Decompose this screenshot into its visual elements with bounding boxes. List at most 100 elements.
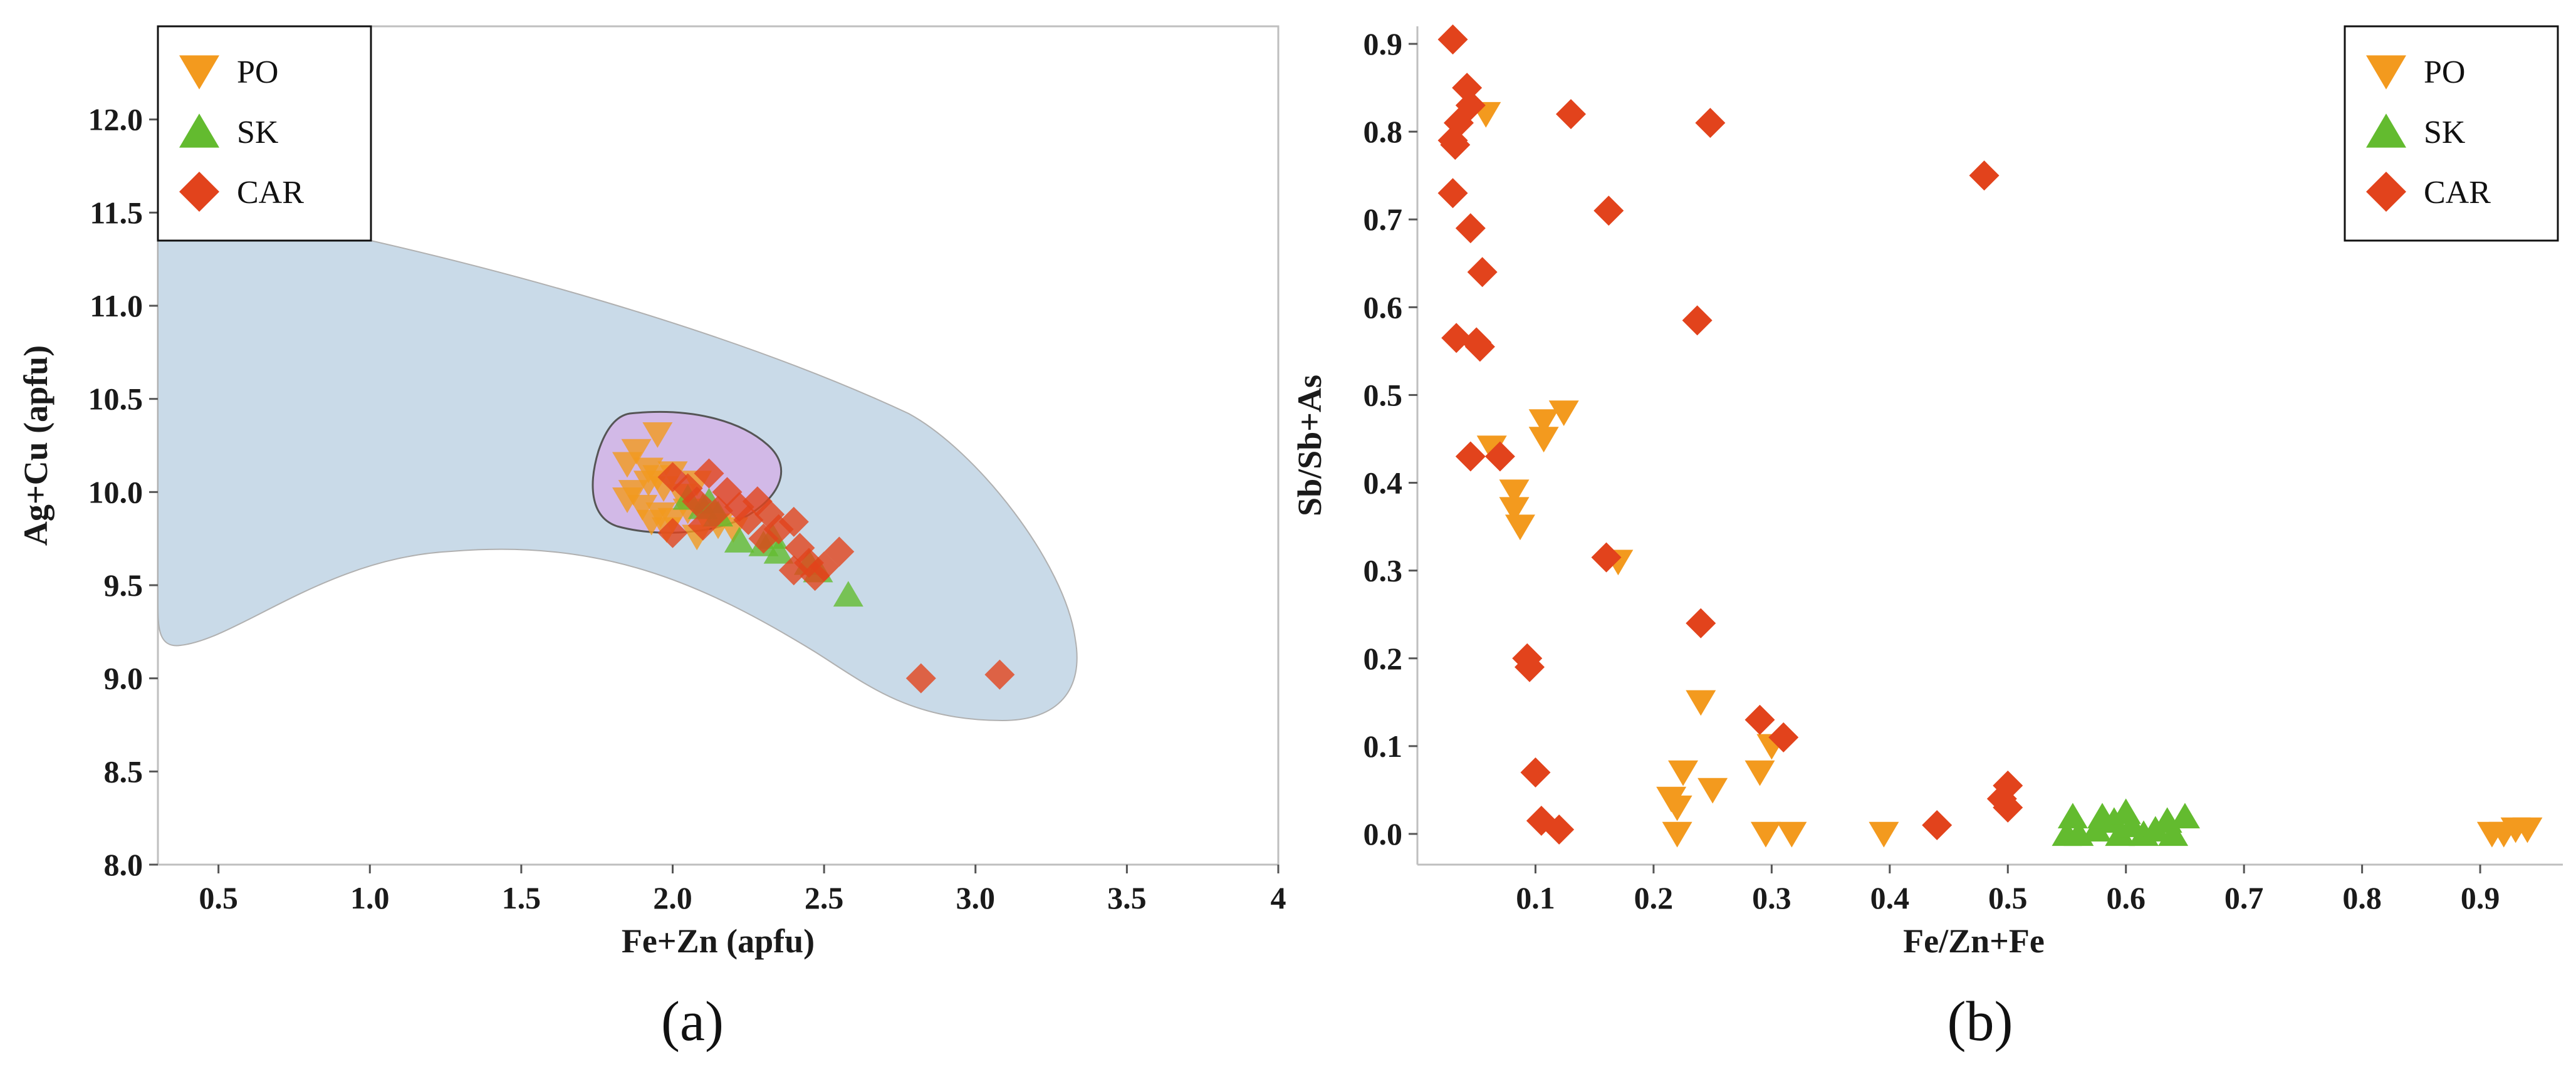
data-point-car <box>1993 792 2023 823</box>
scatter-marks-b <box>1437 24 2543 848</box>
data-point-car <box>905 663 936 694</box>
data-point-po <box>636 509 667 536</box>
y-tick-label: 10.5 <box>88 382 143 417</box>
data-point-po <box>627 494 658 521</box>
y-tick-label: 10.0 <box>88 474 143 509</box>
legend-label-car: CAR <box>2424 175 2491 211</box>
x-axis-label-a: Fe+Zn (apfu) <box>622 922 815 960</box>
legend-label-po: PO <box>237 55 278 90</box>
y-tick-label: 0.3 <box>1364 553 1403 588</box>
data-point-sk <box>833 581 863 607</box>
x-tick-label: 1.5 <box>502 880 541 915</box>
x-tick-label: 0.7 <box>2224 880 2264 915</box>
legend-marker-car <box>2366 172 2406 212</box>
data-point-po <box>1776 821 1807 848</box>
y-tick-label: 0.0 <box>1364 816 1403 851</box>
x-tick-label: 4 <box>1271 880 1286 915</box>
x-tick-label: 0.4 <box>1870 880 1910 915</box>
data-point-car <box>800 561 830 591</box>
y-tick-label: 0.1 <box>1364 729 1403 764</box>
panel-label-b: (b) <box>1948 991 2013 1053</box>
data-point-car <box>1593 195 1624 226</box>
x-tick-label: 1.0 <box>350 880 390 915</box>
data-point-car <box>1441 323 1472 353</box>
data-point-car <box>703 496 733 526</box>
data-point-car <box>1744 704 1775 735</box>
x-tick-label: 2.5 <box>805 880 844 915</box>
data-point-po <box>1504 514 1535 541</box>
data-point-sk <box>2057 803 2088 829</box>
data-point-car <box>1695 108 1726 138</box>
legend-marker-sk <box>179 113 219 148</box>
data-point-car <box>1768 722 1799 752</box>
data-point-sk <box>2158 820 2189 846</box>
data-point-car <box>1686 608 1716 638</box>
x-tick-label: 0.6 <box>2106 880 2146 915</box>
y-tick-label: 0.8 <box>1364 114 1403 149</box>
data-point-po <box>1697 778 1728 804</box>
data-point-po <box>1662 795 1692 821</box>
y-tick-label: 12.0 <box>88 102 143 137</box>
y-tick-label: 8.5 <box>104 754 143 789</box>
data-point-po <box>1528 427 1559 453</box>
data-point-car <box>1440 130 1471 160</box>
data-point-car <box>1437 178 1468 209</box>
x-axis-label-b: Fe/Zn+Fe <box>1903 922 2045 960</box>
x-tick-label: 3.5 <box>1107 880 1147 915</box>
data-point-po <box>612 487 643 513</box>
data-point-po <box>1668 760 1699 786</box>
data-point-sk <box>2081 816 2112 842</box>
data-point-po <box>1499 497 1530 523</box>
x-tick-label: 0.5 <box>1988 880 2028 915</box>
y-tick-label: 11.5 <box>90 195 143 230</box>
data-point-sk <box>2169 803 2200 829</box>
data-point-po <box>642 422 673 448</box>
legend-label-sk: SK <box>2424 115 2466 150</box>
data-point-car <box>1520 757 1551 788</box>
data-point-car <box>1591 542 1622 573</box>
data-point-car <box>1455 441 1486 472</box>
data-point-po <box>1869 821 1899 848</box>
axes-b: 0.1 0.2 0.3 0.4 0.5 0.6 0.7 0.8 0.9 0.0 0.1 0.2 0.3 0… <box>1364 26 2500 915</box>
legend-a: PO SK CAR <box>157 25 372 242</box>
data-point-car <box>1544 814 1575 845</box>
y-tick-label: 0.5 <box>1364 377 1403 412</box>
data-point-po <box>1548 400 1579 427</box>
x-tick-label: 0.1 <box>1516 880 1555 915</box>
x-tick-label: 0.5 <box>199 880 238 915</box>
data-point-po <box>621 439 652 465</box>
x-tick-label: 3.0 <box>956 880 996 915</box>
y-tick-label: 9.0 <box>104 661 143 696</box>
data-point-car <box>1437 24 1468 55</box>
y-tick-label: 9.5 <box>104 568 143 603</box>
panel-label-a: (a) <box>661 991 724 1053</box>
legend-b: PO SK CAR <box>2344 25 2559 242</box>
y-tick-label: 0.2 <box>1364 641 1403 676</box>
y-tick-label: 0.4 <box>1364 466 1403 501</box>
y-tick-label: 0.6 <box>1364 289 1403 325</box>
data-point-car <box>778 506 809 537</box>
data-point-po <box>1686 690 1716 716</box>
legend-marker-car <box>179 172 219 212</box>
data-point-car <box>748 523 779 554</box>
scatter-marks-a <box>612 422 1015 694</box>
legend-label-car: CAR <box>237 175 304 211</box>
data-point-po <box>1528 409 1559 435</box>
data-point-car <box>984 659 1015 690</box>
x-tick-label: 2.0 <box>653 880 692 915</box>
data-point-po <box>1499 479 1530 506</box>
x-tick-label: 0.2 <box>1634 880 1674 915</box>
x-tick-label: 0.8 <box>2342 880 2382 915</box>
data-point-car <box>778 555 809 586</box>
data-point-sk <box>724 527 754 553</box>
data-point-sk <box>763 538 794 564</box>
data-point-car <box>682 486 712 517</box>
data-point-car <box>694 458 724 489</box>
y-tick-label: 0.7 <box>1364 202 1403 237</box>
legend-marker-sk <box>2366 113 2406 148</box>
panel-b: 0.1 0.2 0.3 0.4 0.5 0.6 0.7 0.8 0.9 0.0 0.1 0.2 0.3 0… <box>1291 24 2563 1053</box>
data-point-po <box>2512 817 2543 843</box>
x-tick-label: 0.9 <box>2461 880 2500 915</box>
y-axis-label-b: Sb/Sb+As <box>1291 375 1328 516</box>
data-point-po <box>1744 760 1775 786</box>
